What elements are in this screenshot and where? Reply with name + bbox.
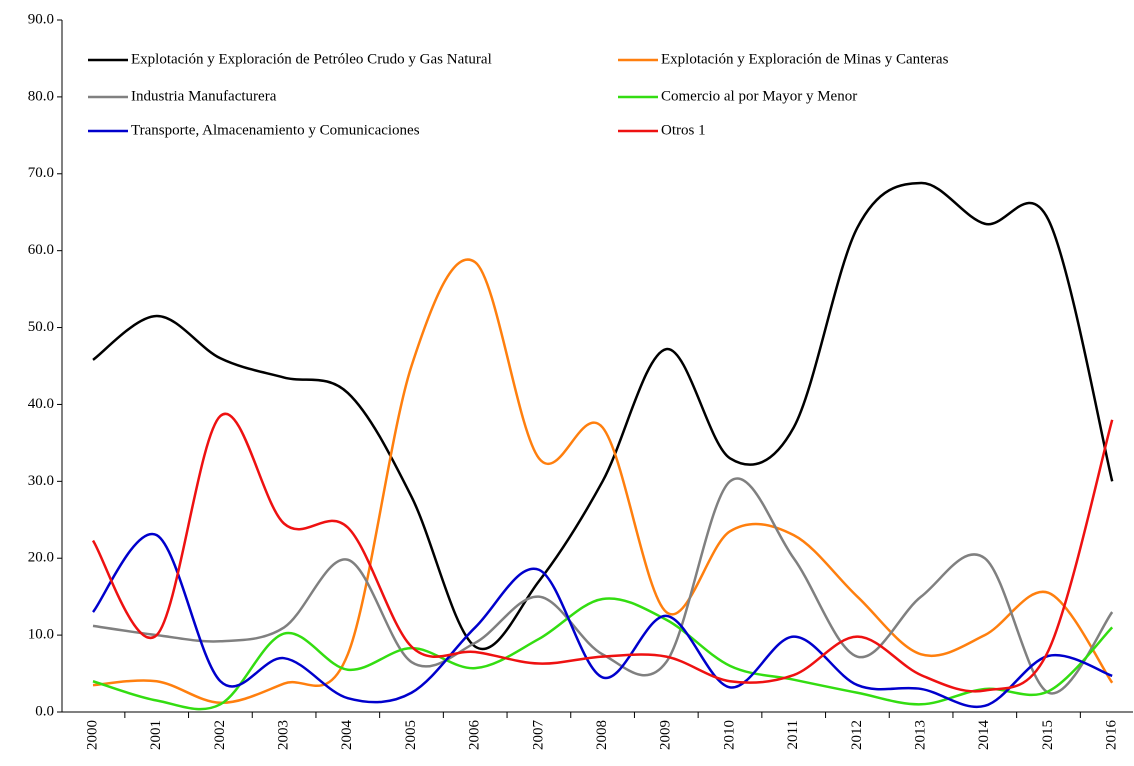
legend-label: Comercio al por Mayor y Menor xyxy=(661,88,857,104)
x-tick-label: 2016 xyxy=(1104,720,1120,751)
y-tick-label: 30.0 xyxy=(28,473,54,489)
y-tick-label: 70.0 xyxy=(28,165,54,181)
series-line xyxy=(92,532,1113,709)
x-tick-label: 2005 xyxy=(403,720,419,750)
x-tick-label: 2000 xyxy=(84,720,100,750)
x-tick-label: 2006 xyxy=(467,720,483,751)
series-line xyxy=(92,258,1114,705)
x-tick-label: 2003 xyxy=(276,720,292,750)
x-tick-label: 2002 xyxy=(212,720,228,750)
x-tick-label: 2001 xyxy=(148,720,164,750)
legend-label: Explotación y Exploración de Petróleo Cr… xyxy=(131,51,492,67)
y-tick-label: 20.0 xyxy=(28,550,54,566)
x-tick-label: 2013 xyxy=(913,720,929,750)
y-tick-label: 90.0 xyxy=(28,11,54,27)
legend-label: Explotación y Exploración de Minas y Can… xyxy=(661,51,949,67)
x-tick-label: 2011 xyxy=(785,720,801,749)
x-tick-label: 2014 xyxy=(976,720,992,751)
x-tick-label: 2008 xyxy=(594,720,610,750)
y-tick-label: 40.0 xyxy=(28,396,54,412)
y-tick-label: 80.0 xyxy=(28,88,54,104)
series-line xyxy=(91,412,1114,693)
legend-label: Transporte, Almacenamiento y Comunicacio… xyxy=(131,122,420,138)
series-line xyxy=(92,597,1114,711)
series-line xyxy=(92,477,1114,695)
y-tick-label: 10.0 xyxy=(28,627,54,643)
x-tick-label: 2012 xyxy=(849,720,865,750)
x-tick-label: 2010 xyxy=(721,720,737,750)
x-tick-label: 2009 xyxy=(658,720,674,750)
x-tick-label: 2004 xyxy=(339,720,355,751)
legend-label: Otros 1 xyxy=(661,122,706,138)
y-tick-label: 0.0 xyxy=(35,703,54,719)
y-tick-label: 60.0 xyxy=(28,242,54,258)
legend-label: Industria Manufacturera xyxy=(131,88,277,104)
y-tick-label: 50.0 xyxy=(28,319,54,335)
x-tick-label: 2015 xyxy=(1040,720,1056,750)
x-tick-label: 2007 xyxy=(530,720,546,751)
series-line xyxy=(92,181,1114,651)
